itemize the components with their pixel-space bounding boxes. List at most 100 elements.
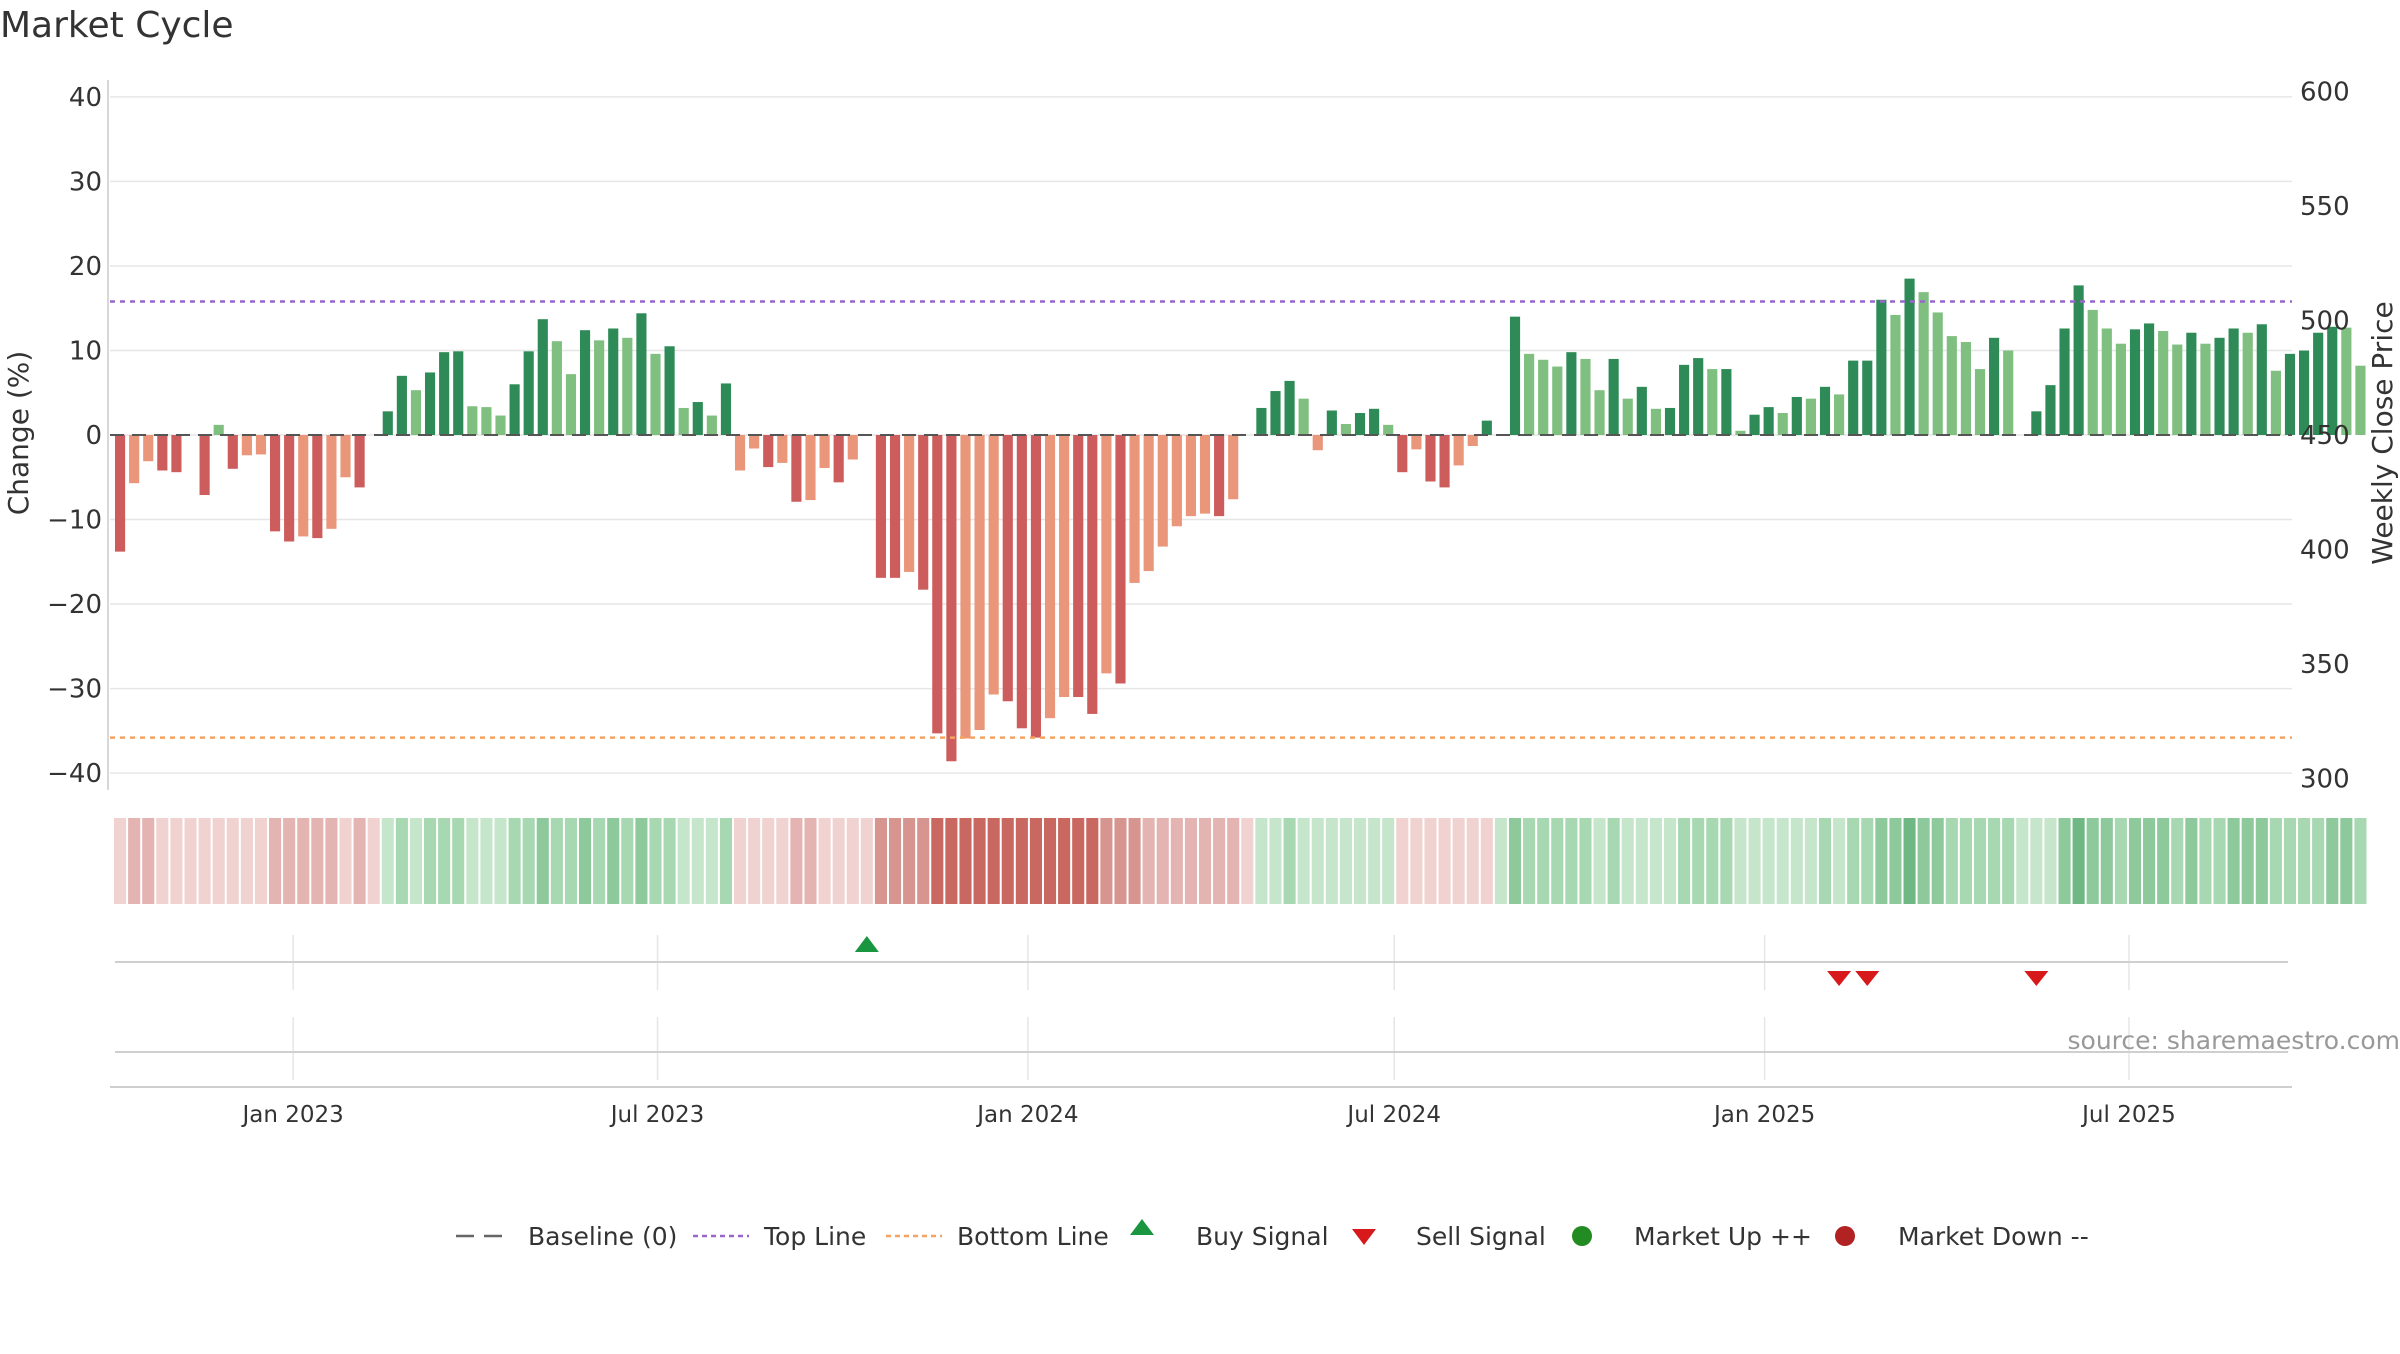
y2-tick-label: 600 bbox=[2300, 77, 2350, 107]
heat-strip-cell bbox=[1904, 818, 1916, 904]
heat-strip-cell bbox=[1072, 818, 1084, 904]
heat-strip-cell bbox=[1312, 818, 1324, 904]
change-bar bbox=[1482, 421, 1492, 435]
change-bar bbox=[1200, 435, 1210, 514]
heat-strip-cell bbox=[748, 818, 760, 904]
change-bar bbox=[777, 435, 787, 463]
heat-strip-cell bbox=[988, 818, 1000, 904]
heat-strip-cell bbox=[678, 818, 690, 904]
heat-strip-cell bbox=[664, 818, 676, 904]
heat-strip-cell bbox=[424, 818, 436, 904]
change-bar bbox=[467, 406, 477, 435]
heat-strip-cell bbox=[438, 818, 450, 904]
change-bar bbox=[1270, 391, 1280, 435]
heat-strip-cell bbox=[410, 818, 422, 904]
heat-strip-cell bbox=[1664, 818, 1676, 904]
legend-label: Market Down -- bbox=[1898, 1222, 2089, 1251]
change-bar bbox=[1130, 435, 1140, 583]
y2-tick-label: 450 bbox=[2300, 421, 2350, 451]
heat-strip-cell bbox=[1199, 818, 1211, 904]
heat-strip-cell bbox=[156, 818, 168, 904]
heat-strip-cell bbox=[2242, 818, 2254, 904]
change-bar bbox=[1256, 408, 1266, 435]
heat-strip-cell bbox=[1467, 818, 1479, 904]
change-bar bbox=[1693, 358, 1703, 435]
change-bar bbox=[1637, 387, 1647, 435]
change-bar bbox=[2074, 285, 2084, 435]
heat-strip-cell bbox=[1622, 818, 1634, 904]
heat-strip-cell bbox=[1326, 818, 1338, 904]
heat-strip-cell bbox=[945, 818, 957, 904]
change-bar bbox=[538, 319, 548, 435]
change-bar bbox=[1186, 435, 1196, 516]
change-bar bbox=[580, 330, 590, 435]
heat-strip-cell bbox=[2270, 818, 2282, 904]
heat-strip-cell bbox=[1960, 818, 1972, 904]
change-bar bbox=[1003, 435, 1013, 701]
heat-strip-cell bbox=[311, 818, 323, 904]
heat-strip-cell bbox=[1692, 818, 1704, 904]
heat-strip-cell bbox=[847, 818, 859, 904]
change-bar bbox=[1989, 338, 1999, 435]
change-bar bbox=[1299, 399, 1309, 435]
heat-strip-cell bbox=[565, 818, 577, 904]
x-tick-label: Jul 2024 bbox=[1345, 1102, 1441, 1128]
change-bar bbox=[326, 435, 336, 529]
heat-strip-cell bbox=[762, 818, 774, 904]
change-bar bbox=[1665, 408, 1675, 435]
change-bar bbox=[1834, 394, 1844, 435]
change-bar bbox=[397, 376, 407, 435]
change-bar bbox=[340, 435, 350, 477]
change-bar bbox=[2102, 329, 2112, 436]
change-bar bbox=[1327, 410, 1337, 435]
y-tick-label: −30 bbox=[47, 675, 102, 705]
heat-strip-cell bbox=[2228, 818, 2240, 904]
heat-strip-cell bbox=[1241, 818, 1253, 904]
change-bar bbox=[214, 425, 224, 435]
heat-strip-cell bbox=[114, 818, 126, 904]
heat-strip-cell bbox=[607, 818, 619, 904]
source-label: source: sharemaestro.com bbox=[2068, 1026, 2400, 1055]
change-bar bbox=[1454, 435, 1464, 465]
change-bar bbox=[932, 435, 942, 733]
change-bar bbox=[1919, 292, 1929, 435]
heat-strip-cell bbox=[1537, 818, 1549, 904]
heat-strip-cell bbox=[1424, 818, 1436, 904]
heat-strip-cell bbox=[1284, 818, 1296, 904]
heat-strip-cell bbox=[593, 818, 605, 904]
heat-strip-cell bbox=[537, 818, 549, 904]
change-bar bbox=[256, 435, 266, 454]
change-bar bbox=[1566, 352, 1576, 435]
change-bar bbox=[1580, 359, 1590, 435]
change-bar bbox=[1623, 399, 1633, 435]
change-bar bbox=[1228, 435, 1238, 499]
heat-strip-cell bbox=[523, 818, 535, 904]
change-bar bbox=[312, 435, 322, 538]
heat-strip-cell bbox=[509, 818, 521, 904]
heat-strip-cell bbox=[2298, 818, 2310, 904]
heat-strip-cell bbox=[1030, 818, 1042, 904]
grid-lines bbox=[110, 97, 2292, 1080]
change-bar bbox=[608, 329, 618, 436]
change-bar bbox=[1764, 407, 1774, 435]
heat-strip-cell bbox=[1861, 818, 1873, 904]
y-tick-label: 20 bbox=[69, 252, 102, 282]
change-bar bbox=[524, 351, 534, 435]
change-bar bbox=[1721, 369, 1731, 435]
change-bar bbox=[284, 435, 294, 542]
sell-signal-marker bbox=[1827, 971, 1851, 986]
heat-strip-cell bbox=[255, 818, 267, 904]
heat-strip-cell bbox=[466, 818, 478, 904]
change-bar bbox=[1609, 359, 1619, 435]
heat-strip-cell bbox=[2101, 818, 2113, 904]
change-bar bbox=[989, 435, 999, 694]
heat-strip-cell bbox=[2213, 818, 2225, 904]
heat-strip-cell bbox=[635, 818, 647, 904]
legend-market-down-symbol bbox=[1835, 1226, 1855, 1246]
legend-label: Market Up ++ bbox=[1634, 1222, 1812, 1251]
change-bar bbox=[820, 435, 830, 468]
heat-strip-cell bbox=[142, 818, 154, 904]
heat-strip-cell bbox=[1946, 818, 1958, 904]
legend-label: Top Line bbox=[763, 1222, 866, 1251]
